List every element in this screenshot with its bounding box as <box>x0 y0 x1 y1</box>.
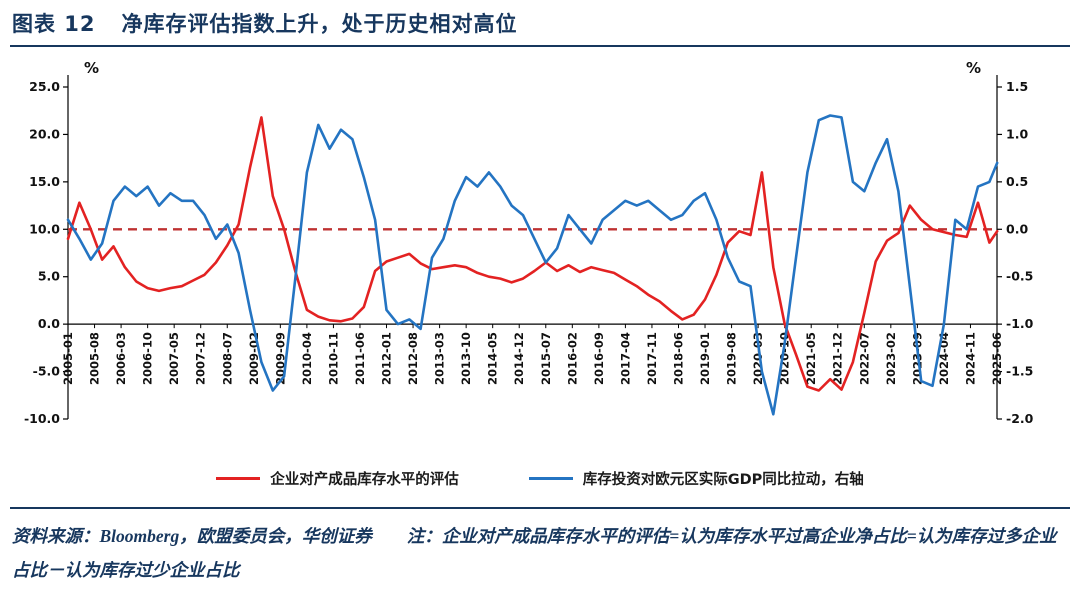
left-axis-tick-label: 25.0 <box>29 79 60 94</box>
x-axis-tick-label: 2014-05 <box>486 332 500 385</box>
x-axis-tick-label: 2007-05 <box>167 332 181 385</box>
x-axis-tick-label: 2008-07 <box>220 332 234 385</box>
x-axis-tick-label: 2012-08 <box>406 332 420 385</box>
right-axis-tick-label: 0.0 <box>1006 221 1028 236</box>
left-axis-unit: % <box>84 59 99 77</box>
legend-item: 企业对产成品库存水平的评估 <box>216 468 459 489</box>
x-axis-tick-label: 2016-02 <box>565 332 579 385</box>
left-axis-tick-label: -5.0 <box>33 364 61 379</box>
x-axis-tick-label: 2021-12 <box>831 332 845 385</box>
x-axis-tick-label: 2019-08 <box>725 332 739 385</box>
legend-blue-line-swatch <box>528 476 573 480</box>
inventory-chart: 25.0 20.0 15.0 10.0 5.0 0.0 -5.0 -10.0 1.5 1.0 0.5… <box>24 59 1034 426</box>
left-axis-tick-label: 5.0 <box>38 269 60 284</box>
right-axis-tick-label: 1.5 <box>1006 79 1028 94</box>
chart-header: 图表 12 净库存评估指数上升，处于历史相对高位 <box>10 0 1070 47</box>
x-axis-tick-label: 2005-08 <box>88 332 102 385</box>
x-axis-tick-label: 2011-06 <box>353 332 367 385</box>
x-axis-tick-label: 2022-07 <box>857 332 871 385</box>
x-axis-tick-label: 2019-01 <box>698 332 712 385</box>
left-axis-tick-label: 15.0 <box>29 174 60 189</box>
blue-series-line <box>66 114 999 416</box>
left-axis-tick-label: 20.0 <box>29 126 60 141</box>
x-axis-tick-label: 2013-10 <box>459 332 473 385</box>
x-axis-tick-label: 2013-03 <box>433 332 447 385</box>
legend-label: 库存投资对欧元区实际GDP同比拉动，右轴 <box>582 471 864 488</box>
x-axis-tick-label: 2016-09 <box>592 332 606 385</box>
x-axis-tick-label: 2017-11 <box>645 332 659 385</box>
x-axis-tick-label: 2006-03 <box>114 332 128 385</box>
x-axis-tick-label: 2025-06 <box>990 332 1004 385</box>
left-axis-tick-label: 10.0 <box>29 221 60 236</box>
right-axis-tick-label: 0.5 <box>1006 174 1028 189</box>
source-note: 资料来源：Bloomberg，欧盟委员会，华创证券 注：企业对产成品库存水平的评… <box>10 507 1070 587</box>
legend-label: 企业对产成品库存水平的评估 <box>270 471 459 488</box>
chart-legend: 企业对产成品库存水平的评估 库存投资对欧元区实际GDP同比拉动，右轴 <box>0 463 1080 493</box>
x-axis-tick-label: 2018-06 <box>671 332 685 385</box>
x-axis-tick-label: 2024-11 <box>963 332 977 385</box>
x-axis-tick-label: 2010-11 <box>326 332 340 385</box>
x-axis-tick-label: 2005-01 <box>61 332 75 385</box>
chart-area: 25.0 20.0 15.0 10.0 5.0 0.0 -5.0 -10.0 1.5 1.0 0.5… <box>0 51 1080 493</box>
x-axis-tick-label: 2012-01 <box>380 332 394 385</box>
figure-label: 图表 12 <box>12 12 96 36</box>
right-axis-tick-label: -2.0 <box>1006 411 1034 426</box>
x-axis-tick-label: 2006-10 <box>141 332 155 385</box>
source-note-text: 资料来源：Bloomberg，欧盟委员会，华创证券 注：企业对产成品库存水平的评… <box>12 526 1057 581</box>
red-series-line <box>66 116 999 392</box>
right-axis-tick-label: -0.5 <box>1006 269 1033 284</box>
x-axis-tick-label: 2017-04 <box>618 332 632 385</box>
page-title: 净库存评估指数上升，处于历史相对高位 <box>121 12 518 36</box>
x-axis-tick-label: 2015-07 <box>539 332 553 385</box>
right-axis-tick-label: -1.5 <box>1006 364 1033 379</box>
left-axis-tick-label: -10.0 <box>24 411 60 426</box>
x-axis-tick-label: 2010-04 <box>300 332 314 385</box>
right-axis-tick-label: 1.0 <box>1006 126 1028 141</box>
x-axis-tick-label: 2023-02 <box>884 332 898 385</box>
legend-item: 库存投资对欧元区实际GDP同比拉动，右轴 <box>528 468 864 489</box>
x-axis-tick-label: 2014-12 <box>512 332 526 385</box>
x-axis-tick-label: 2024-04 <box>937 332 951 385</box>
right-axis-unit: % <box>966 59 981 77</box>
x-axis-tick-label: 2021-05 <box>804 332 818 385</box>
x-axis-tick-label: 2009-02 <box>247 332 261 385</box>
left-axis-tick-label: 0.0 <box>38 316 60 331</box>
right-axis-tick-label: -1.0 <box>1006 316 1034 331</box>
legend-red-line-swatch <box>216 476 261 480</box>
x-axis-tick-label: 2007-12 <box>194 332 208 385</box>
